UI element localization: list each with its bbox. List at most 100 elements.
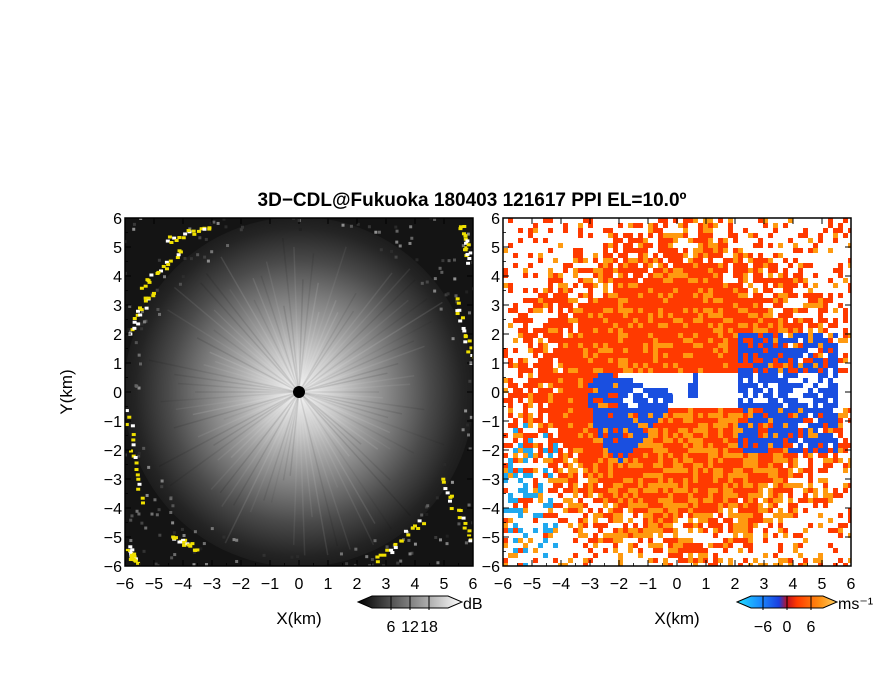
velocity-pixel bbox=[638, 458, 643, 463]
speckle-pixel bbox=[232, 538, 236, 542]
saturated-pixel bbox=[199, 227, 204, 231]
speckle-pixel bbox=[420, 513, 424, 517]
velocity-pixel bbox=[543, 503, 548, 508]
velocity-pixel bbox=[648, 298, 653, 303]
velocity-pixel bbox=[513, 448, 518, 453]
velocity-pixel bbox=[773, 298, 778, 303]
velocity-pixel bbox=[608, 383, 613, 388]
velocity-pixel bbox=[563, 293, 568, 298]
velocity-pixel bbox=[838, 263, 843, 268]
saturated-pixel bbox=[445, 491, 450, 495]
velocity-pixel bbox=[693, 248, 698, 253]
speckle-pixel bbox=[455, 300, 459, 304]
reflectivity-radial-streaks bbox=[148, 237, 445, 556]
velocity-pixel bbox=[828, 393, 833, 398]
velocity-pixel bbox=[508, 443, 513, 448]
velocity-pixel bbox=[773, 438, 778, 443]
velocity-pixel bbox=[743, 458, 748, 463]
velocity-pixel bbox=[613, 298, 618, 303]
speckle-pixel bbox=[371, 576, 374, 579]
velocity-pixel bbox=[703, 503, 708, 508]
speckle-pixel bbox=[367, 225, 371, 229]
velocity-pixel bbox=[748, 473, 753, 478]
velocity-pixel bbox=[553, 403, 558, 408]
velocity-pixel bbox=[668, 328, 673, 333]
velocity-pixel bbox=[563, 473, 568, 478]
velocity-pixel bbox=[538, 453, 543, 458]
x-tick-label: 6 bbox=[847, 576, 856, 593]
velocity-pixel bbox=[648, 473, 653, 478]
velocity-pixel bbox=[788, 388, 793, 393]
velocity-pixel bbox=[748, 398, 753, 403]
velocity-pixel bbox=[828, 218, 833, 223]
velocity-pixel bbox=[718, 268, 723, 273]
velocity-pixel bbox=[593, 273, 598, 278]
velocity-pixel bbox=[628, 258, 633, 263]
speckle-pixel bbox=[433, 289, 437, 293]
velocity-pixel bbox=[648, 323, 653, 328]
velocity-pixel bbox=[828, 408, 833, 413]
speckle-pixel bbox=[267, 593, 270, 596]
speckle-pixel bbox=[356, 222, 360, 226]
velocity-pixel bbox=[783, 268, 788, 273]
velocity-pixel bbox=[588, 433, 593, 438]
velocity-pixel bbox=[653, 413, 658, 418]
velocity-pixel bbox=[738, 463, 743, 468]
velocity-pixel bbox=[668, 393, 673, 398]
velocity-pixel bbox=[608, 313, 613, 318]
velocity-pixel bbox=[788, 463, 793, 468]
velocity-pixel bbox=[518, 228, 523, 233]
velocity-pixel bbox=[648, 443, 653, 448]
velocity-pixel bbox=[813, 398, 818, 403]
velocity-pixel bbox=[548, 513, 553, 518]
velocity-pixel bbox=[578, 258, 583, 263]
saturated-pixel bbox=[375, 555, 380, 559]
velocity-pixel bbox=[588, 478, 593, 483]
velocity-pixel bbox=[533, 308, 538, 313]
velocity-pixel bbox=[798, 248, 803, 253]
velocity-pixel bbox=[608, 483, 613, 488]
velocity-pixel bbox=[813, 448, 818, 453]
velocity-pixel bbox=[653, 393, 658, 398]
velocity-pixel bbox=[758, 243, 763, 248]
velocity-pixel bbox=[713, 273, 718, 278]
velocity-pixel bbox=[633, 293, 638, 298]
velocity-pixel bbox=[758, 298, 763, 303]
velocity-pixel bbox=[713, 468, 718, 473]
velocity-pixel bbox=[733, 538, 738, 543]
velocity-pixel bbox=[798, 533, 803, 538]
velocity-pixel bbox=[643, 493, 648, 498]
velocity-pixel bbox=[828, 293, 833, 298]
velocity-pixel bbox=[648, 498, 653, 503]
velocity-pixel bbox=[648, 408, 653, 413]
velocity-pixel bbox=[823, 468, 828, 473]
velocity-pixel bbox=[523, 383, 528, 388]
velocity-pixel bbox=[773, 498, 778, 503]
saturated-pixel bbox=[173, 536, 178, 540]
radial-streak bbox=[298, 300, 337, 393]
velocity-pixel bbox=[808, 418, 813, 423]
velocity-pixel bbox=[763, 373, 768, 378]
velocity-pixel bbox=[778, 438, 783, 443]
velocity-pixel bbox=[503, 563, 508, 566]
speckle-pixel bbox=[457, 522, 461, 526]
saturated-pixel bbox=[456, 301, 461, 305]
velocity-pixel bbox=[663, 498, 668, 503]
velocity-pixel bbox=[838, 418, 843, 423]
velocity-pixel bbox=[743, 288, 748, 293]
velocity-pixel bbox=[663, 563, 668, 566]
velocity-pixel bbox=[648, 293, 653, 298]
velocity-pixel bbox=[598, 423, 603, 428]
velocity-pixel bbox=[568, 463, 573, 468]
y-tick-label: −1 bbox=[104, 414, 122, 431]
velocity-pixel bbox=[583, 453, 588, 458]
colorbar-tick-label: −6 bbox=[754, 619, 772, 636]
velocity-pixel bbox=[658, 408, 663, 413]
velocity-pixel bbox=[828, 298, 833, 303]
velocity-pixel bbox=[718, 323, 723, 328]
velocity-pixel bbox=[608, 323, 613, 328]
velocity-pixel bbox=[633, 393, 638, 398]
velocity-pixel bbox=[618, 498, 623, 503]
velocity-pixel bbox=[508, 473, 513, 478]
velocity-pixel bbox=[668, 408, 673, 413]
